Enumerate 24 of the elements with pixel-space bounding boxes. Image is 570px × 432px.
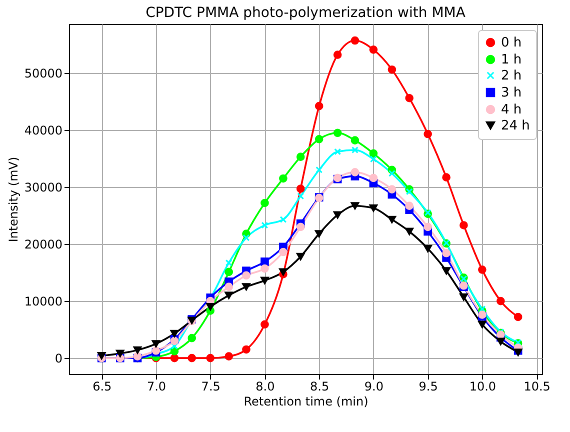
- legend-label: 1 h: [501, 52, 522, 68]
- x-axis-title: Retention time (min): [244, 394, 368, 408]
- legend-label: 2 h: [501, 68, 522, 84]
- x-tick-label: 7.5: [201, 380, 220, 394]
- legend-label: 24 h: [501, 118, 530, 134]
- chart-title: CPDTC PMMA photo-polymerization with MMA: [146, 5, 466, 21]
- y-tick-label: 10000: [24, 294, 62, 309]
- x-tick-label: 9.0: [364, 380, 384, 394]
- x-tick-label: 8.5: [310, 380, 330, 394]
- y-axis-title: Intensity (mV): [6, 156, 20, 242]
- x-tick-label: 10.0: [469, 380, 496, 394]
- legend-label: 0 h: [501, 36, 522, 50]
- x-tick-label: 7.0: [146, 380, 166, 394]
- y-tick-label: 0: [54, 352, 62, 366]
- y-tick-label: 30000: [24, 180, 62, 195]
- legend-label: 3 h: [501, 86, 522, 100]
- legend-label: 4 h: [501, 102, 522, 118]
- x-tick-label: 6.5: [92, 380, 112, 394]
- x-tick-label: 10.5: [524, 380, 550, 394]
- x-tick-label: 8.0: [256, 380, 275, 394]
- y-tick-label: 40000: [24, 124, 62, 138]
- x-tick-label: 9.5: [418, 380, 438, 394]
- y-tick-label: 20000: [24, 238, 62, 252]
- y-tick-label: 50000: [24, 66, 62, 81]
